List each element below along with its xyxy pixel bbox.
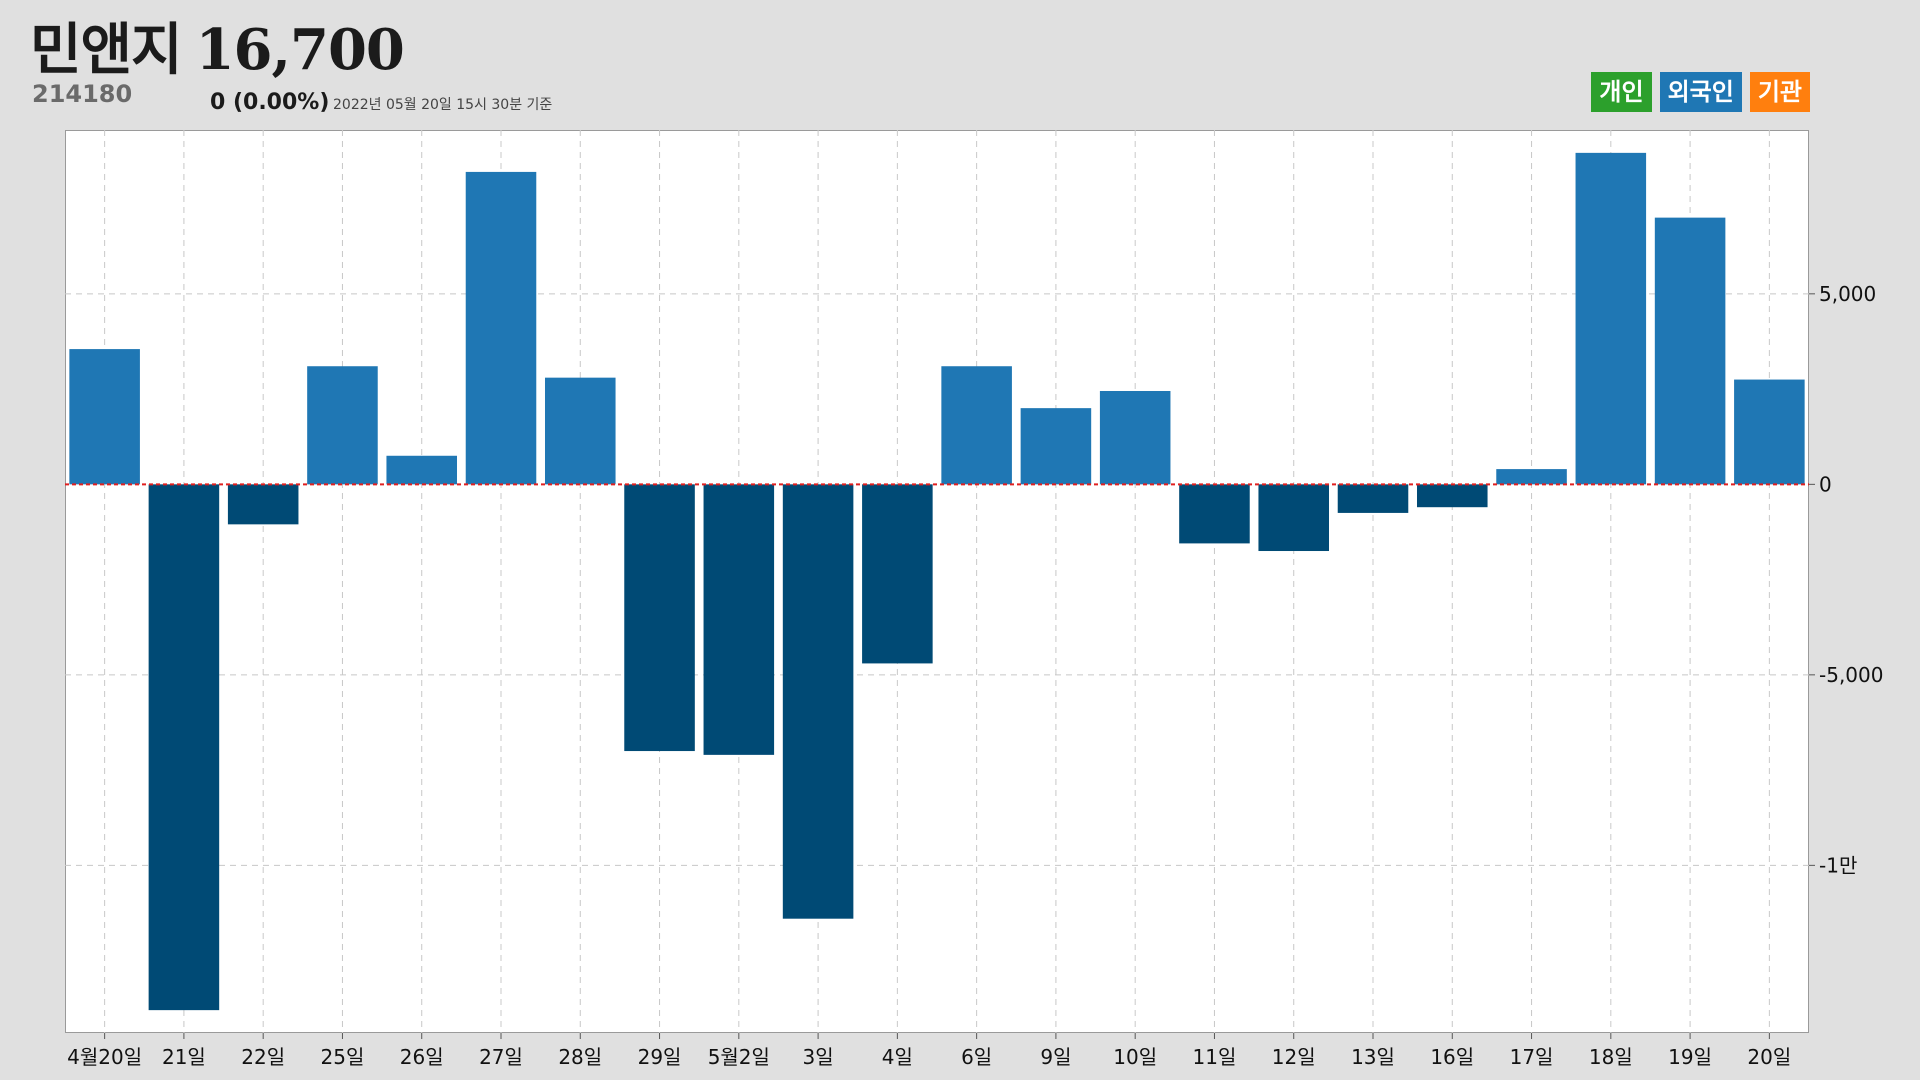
stock-code: 214180 [32,80,133,108]
bar-20일 [1734,379,1805,485]
stock-name: 민앤지 [30,18,183,83]
plot-area [65,130,1809,1033]
x-tick-label: 12일 [1272,1045,1316,1069]
bar-6일 [941,366,1012,485]
bar-22일 [227,484,299,525]
stock-title: 민앤지 16,700 [30,22,405,79]
bar-21일 [148,484,220,1011]
stock-price: 16,700 [195,17,405,83]
bar-25일 [307,366,378,485]
x-tick-label: 28일 [558,1045,602,1069]
x-tick-label: 10일 [1113,1045,1157,1069]
y-tick-label: 0 [1819,472,1832,496]
x-tick-label: 9일 [1040,1045,1071,1069]
price-change: 0 (0.00%) [210,90,330,115]
x-tick-label: 26일 [400,1045,444,1069]
x-tick-label: 17일 [1510,1045,1554,1069]
bar-9일 [1020,408,1092,485]
x-tick-label: 29일 [638,1045,682,1069]
bar-10일 [1099,390,1171,485]
x-tick-label: 18일 [1589,1045,1633,1069]
x-tick-label: 16일 [1430,1045,1474,1069]
y-tick-label: -5,000 [1819,663,1883,687]
x-tick-label: 22일 [241,1045,285,1069]
bar-5월2일 [703,484,775,755]
x-tick-label: 4일 [882,1045,913,1069]
legend-foreigner[interactable]: 외국인 [1659,72,1742,112]
bar-18일 [1575,152,1647,485]
legend: 개인 외국인 기관 [1591,72,1810,112]
x-tick-label: 4월20일 [67,1045,142,1069]
y-tick-label: 5,000 [1819,282,1876,306]
bar-29일 [624,484,695,752]
bar-13일 [1337,484,1409,513]
x-tick-label: 25일 [321,1045,365,1069]
bar-27일 [465,171,537,485]
y-tick-label: -1만 [1819,853,1857,877]
x-tick-label: 20일 [1747,1045,1791,1069]
x-tick-label: 13일 [1351,1045,1395,1069]
x-tick-label: 6일 [961,1045,992,1069]
bar-19일 [1654,217,1726,485]
bar-26일 [386,455,458,485]
bar-17일 [1496,469,1567,485]
bar-12일 [1258,484,1330,552]
legend-institution[interactable]: 기관 [1749,72,1810,112]
bar-16일 [1416,484,1488,508]
x-tick-label: 11일 [1193,1045,1237,1069]
x-tick-label: 27일 [479,1045,523,1069]
x-tick-label: 5월2일 [708,1045,770,1069]
bar-3일 [782,484,854,919]
x-tick-label: 19일 [1668,1045,1712,1069]
x-tick-label: 21일 [162,1045,206,1069]
bar-11일 [1179,484,1250,544]
bar-4일 [862,484,933,664]
x-tick-label: 3일 [803,1045,834,1069]
bar-4월20일 [69,349,140,485]
legend-individual[interactable]: 개인 [1591,72,1652,112]
as-of-timestamp: 2022년 05월 20일 15시 30분 기준 [333,97,553,113]
bar-28일 [544,377,616,485]
